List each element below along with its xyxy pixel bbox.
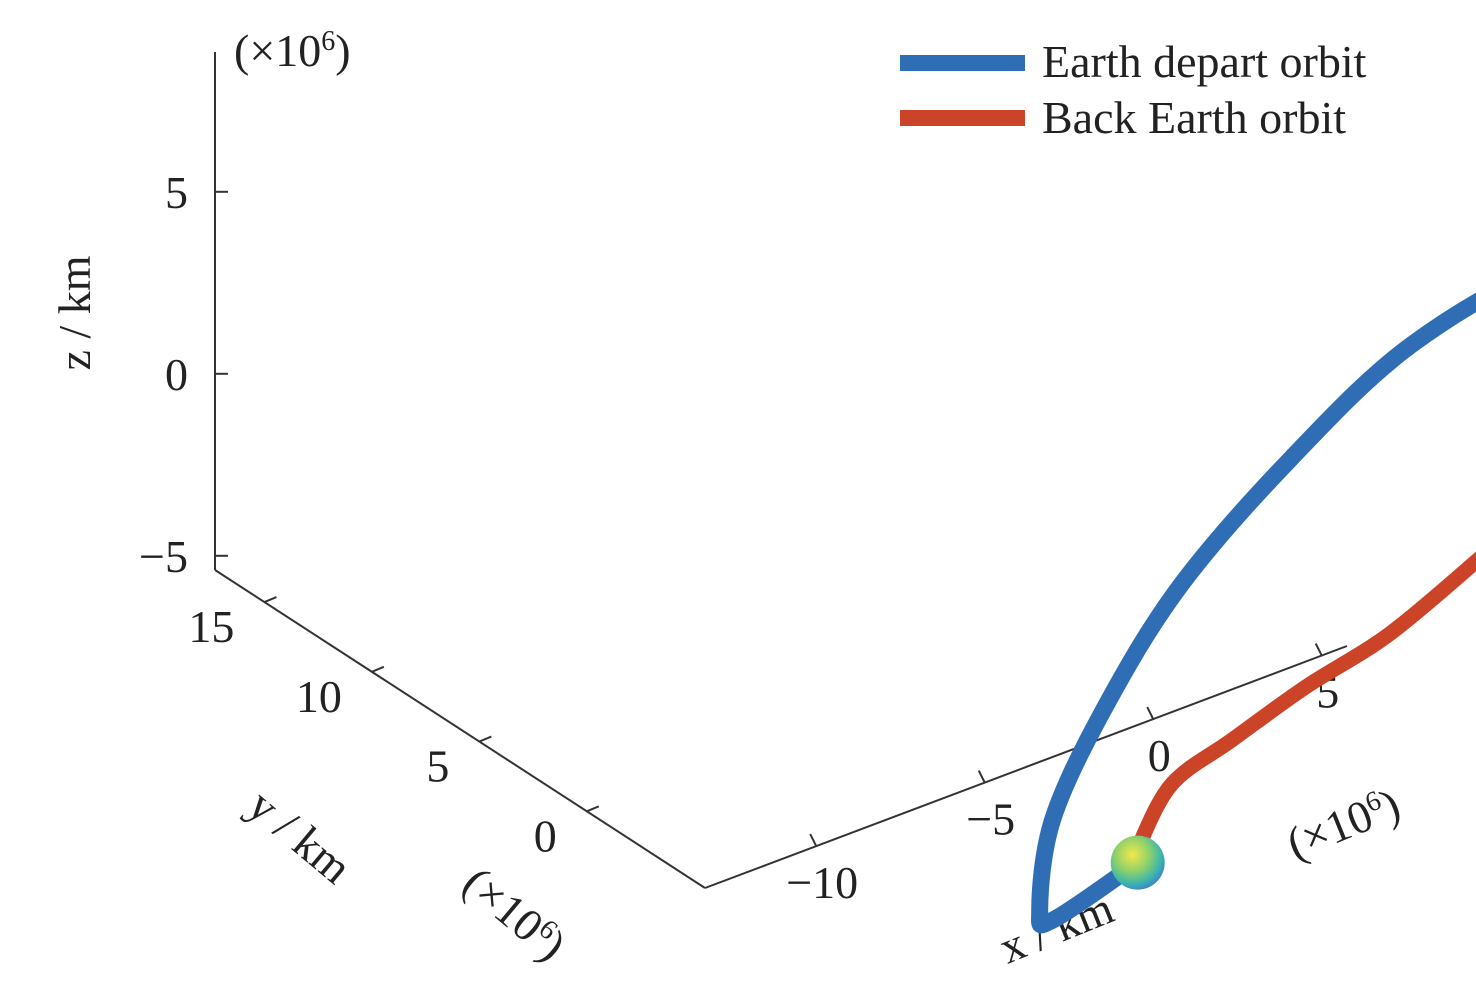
- y-tick-mark: [264, 596, 277, 604]
- x-exponent-label: (×106): [1280, 778, 1407, 869]
- y-tick-mark: [371, 665, 385, 673]
- x-axis-ticks: −10−505: [786, 643, 1339, 908]
- series-line-earth-depart-orbit: [1031, 292, 1476, 934]
- z-exponent-label: (×106): [234, 25, 351, 76]
- y-axis-label: y / km: [239, 779, 362, 894]
- legend-label-back-earth-orbit: Back Earth orbit: [1042, 92, 1346, 143]
- y-tick-label: 5: [426, 741, 449, 792]
- z-tick-label: −5: [139, 531, 188, 582]
- x-tick-mark: [1314, 643, 1323, 656]
- axes: [214, 52, 1348, 889]
- y-axis-line: [214, 569, 706, 889]
- legend: Earth depart orbit Back Earth orbit: [900, 36, 1367, 143]
- y-tick-mark: [586, 805, 600, 813]
- x-tick-mark: [977, 770, 986, 784]
- y-tick-label: 10: [296, 671, 342, 722]
- y-axis-ticks: 0 5 10 15: [188, 596, 600, 861]
- z-tick-label: 0: [165, 349, 188, 400]
- earth-marker: [1110, 835, 1165, 890]
- x-tick-label: −5: [966, 794, 1015, 845]
- x-tick-label: −10: [786, 857, 858, 908]
- z-axis-label: z / km: [49, 255, 100, 370]
- x-tick-mark: [1146, 706, 1155, 720]
- y-tick-label: 0: [534, 810, 557, 861]
- x-axis-line: [704, 645, 1348, 889]
- x-tick-mark: [809, 833, 818, 847]
- marker-layer: [1110, 835, 1165, 890]
- legend-label-earth-depart-orbit: Earth depart orbit: [1042, 36, 1367, 87]
- x-tick-label: 0: [1148, 730, 1171, 781]
- y-tick-mark: [478, 735, 492, 743]
- series-layer: [1031, 292, 1476, 934]
- y-exponent-label: (×106): [454, 857, 576, 971]
- y-tick-label: 15: [188, 601, 234, 652]
- series-line-back-earth-orbit: [1130, 551, 1476, 856]
- z-axis-ticks: −5 0 5: [139, 167, 228, 582]
- z-tick-label: 5: [165, 167, 188, 218]
